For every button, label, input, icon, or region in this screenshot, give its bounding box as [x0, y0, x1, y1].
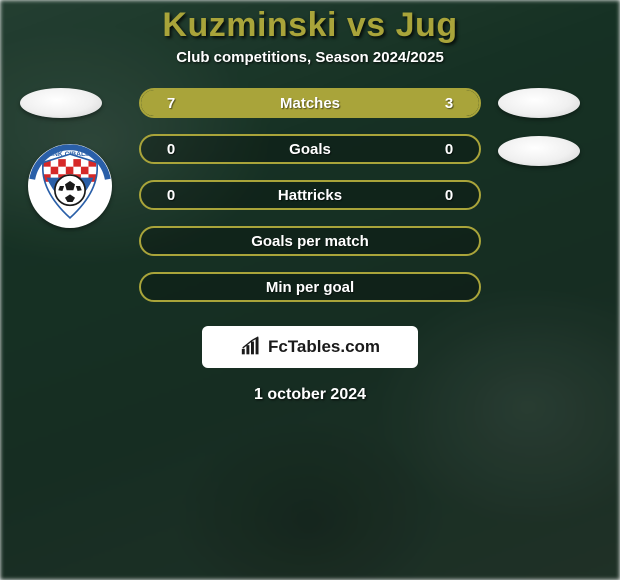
stat-value-right: 3: [419, 95, 479, 112]
stat-value-left: 0: [141, 187, 201, 204]
stat-label: Min per goal: [201, 279, 419, 296]
club-badge-left: HNK CIBALIA: [28, 144, 112, 228]
date-label: 1 october 2024: [254, 386, 366, 404]
comparison-title: Kuzminski vs Jug: [162, 6, 457, 45]
stat-value-right: 0: [419, 141, 479, 158]
stat-label: Hattricks: [201, 187, 419, 204]
stat-row: 0Goals0: [139, 134, 481, 164]
stat-value-left: 0: [141, 141, 201, 158]
stat-row: Min per goal: [139, 272, 481, 302]
stats-area: HNK CIBALIA: [0, 88, 620, 318]
player-left-avatar: [20, 88, 102, 118]
comparison-subtitle: Club competitions, Season 2024/2025: [176, 49, 444, 66]
bars-icon: [240, 336, 262, 358]
stat-row: 7Matches3: [139, 88, 481, 118]
stat-value-right: 0: [419, 187, 479, 204]
stat-row: 0Hattricks0: [139, 180, 481, 210]
stat-label: Goals per match: [201, 233, 419, 250]
stat-value-left: 7: [141, 95, 201, 112]
player-right-avatar-2: [498, 136, 580, 166]
watermark: FcTables.com: [202, 326, 418, 368]
watermark-text: FcTables.com: [268, 337, 380, 357]
stat-label: Matches: [201, 95, 419, 112]
player-right-avatar: [498, 88, 580, 118]
stat-row: Goals per match: [139, 226, 481, 256]
club-badge-icon: HNK CIBALIA: [28, 144, 112, 228]
stat-label: Goals: [201, 141, 419, 158]
